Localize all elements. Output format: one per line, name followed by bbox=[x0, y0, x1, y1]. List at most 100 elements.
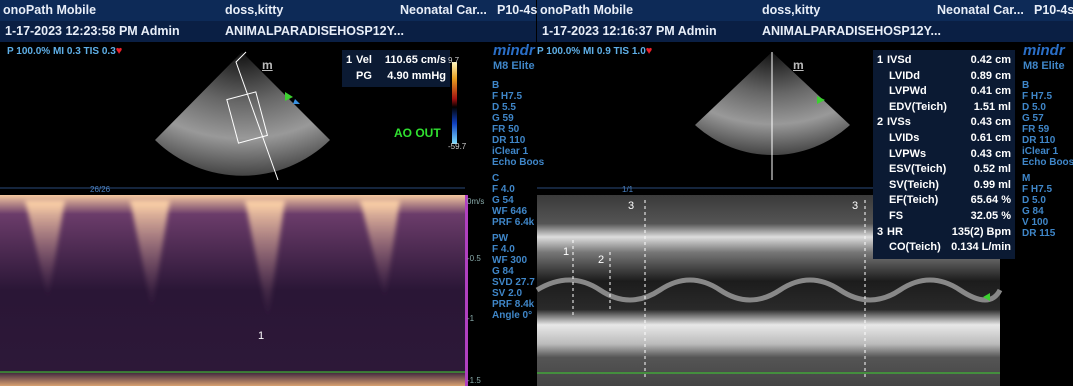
measurement-name: IVSd bbox=[887, 54, 912, 66]
measurement-name: FS bbox=[889, 209, 904, 222]
imaging-param: FR 50 bbox=[492, 124, 520, 135]
header-text: P10-4s bbox=[1034, 3, 1073, 17]
heart-icon: ♥ bbox=[645, 45, 653, 57]
header-bar bbox=[0, 0, 536, 21]
measurement-value: 1.51 ml bbox=[973, 100, 1011, 113]
imaging-param: Echo Boos bbox=[1022, 157, 1073, 168]
orientation-marker bbox=[293, 99, 300, 104]
orientation-marker bbox=[817, 96, 825, 104]
measurement-row: SV(Teich) 0.99 ml bbox=[873, 178, 1015, 194]
measurement-name: LVPWs bbox=[889, 147, 927, 160]
scan-info: P 100.0% MI 0.9 TIS 1.0♥ bbox=[537, 45, 653, 57]
measurement-row: EDV(Teich) 1.51 ml bbox=[873, 100, 1015, 116]
header-text: Neonatal Car... bbox=[937, 3, 1024, 17]
imaging-param: G 84 bbox=[492, 266, 514, 277]
doppler-waves bbox=[25, 200, 400, 320]
measurement-name: EF(Teich) bbox=[889, 194, 939, 207]
measurement-name: EDV(Teich) bbox=[889, 100, 947, 113]
measurement-row: LVPWd 0.41 cm bbox=[873, 84, 1015, 100]
measurement-row: 3 HR 135(2) Bpm bbox=[873, 225, 1015, 241]
header-text: ANIMALPARADISEHOSP12Y... bbox=[225, 24, 404, 38]
imaging-param: D 5.0 bbox=[1022, 102, 1046, 113]
brand-logo: mindr bbox=[493, 42, 535, 59]
measurement-name: CO(Teich) bbox=[889, 241, 941, 254]
roi-box bbox=[226, 91, 269, 144]
imaging-param: PRF 8.4k bbox=[492, 299, 535, 310]
measurement-value: 65.64 % bbox=[970, 194, 1011, 207]
measurement-value: 0.61 cm bbox=[970, 131, 1011, 144]
header-text: doss,kitty bbox=[762, 3, 821, 17]
measurement-row: PG 4.90 mmHg bbox=[342, 69, 450, 85]
imaging-param: C bbox=[492, 173, 500, 184]
cursor-line bbox=[235, 51, 279, 181]
model-name: M8 Elite bbox=[493, 60, 535, 72]
imaging-param: DR 110 bbox=[492, 135, 526, 146]
color-scale-label: 9.7 bbox=[448, 56, 460, 65]
imaging-param: D 5.5 bbox=[492, 102, 516, 113]
imaging-param: iClear 1 bbox=[1022, 146, 1059, 157]
scale-label: 0m/s bbox=[467, 197, 485, 206]
cursor-label: 1 bbox=[563, 246, 570, 258]
imaging-param: Angle 0° bbox=[492, 310, 533, 321]
measurement-value: 0.89 cm bbox=[970, 69, 1011, 82]
scale-bar bbox=[465, 195, 468, 386]
imaging-param: SVD 27.7 bbox=[492, 277, 535, 288]
header-text: 1-17-2023 12:23:58 PM Admin bbox=[5, 24, 180, 38]
measurement-value: 4.90 mmHg bbox=[387, 69, 446, 82]
imaging-param: B bbox=[1022, 80, 1030, 91]
imaging-param: F 4.0 bbox=[492, 184, 515, 195]
measurement-index: 2 bbox=[877, 116, 884, 129]
measurement-row: LVIDd 0.89 cm bbox=[873, 69, 1015, 85]
imaging-param: WF 300 bbox=[492, 255, 528, 266]
imaging-param: G 57 bbox=[1022, 113, 1044, 124]
measurement-name: PG bbox=[356, 69, 372, 82]
cursor-label: 3 bbox=[852, 200, 859, 212]
header-text: onoPath Mobile bbox=[3, 3, 97, 17]
measurement-row: 1 Vel 110.65 cm/s bbox=[342, 53, 450, 69]
header-text: onoPath Mobile bbox=[540, 3, 634, 17]
scale-label: -1 bbox=[467, 314, 475, 323]
header-bar bbox=[537, 0, 1073, 21]
measurement-name: Vel bbox=[356, 54, 372, 66]
imaging-param: FR 59 bbox=[1022, 124, 1050, 135]
measurement-name: SV(Teich) bbox=[889, 178, 939, 191]
imaging-param: Echo Boos bbox=[492, 157, 545, 168]
imaging-param: PW bbox=[492, 233, 509, 244]
m-mode-wall bbox=[535, 277, 1003, 303]
color-bar bbox=[452, 62, 457, 144]
imaging-param: B bbox=[492, 80, 500, 91]
imaging-param: DR 110 bbox=[1022, 135, 1056, 146]
scale-label: -1.5 bbox=[467, 376, 481, 385]
cursor-label: 3 bbox=[628, 200, 635, 212]
imaging-param: F H7.5 bbox=[492, 91, 523, 102]
header-text: doss,kitty bbox=[225, 3, 284, 17]
imaging-param: V 100 bbox=[1022, 217, 1049, 228]
header-text: Neonatal Car... bbox=[400, 3, 487, 17]
header-bar bbox=[0, 21, 536, 42]
imaging-param: F 4.0 bbox=[492, 244, 515, 255]
imaging-param: M bbox=[1022, 173, 1031, 184]
measurement-value: 32.05 % bbox=[970, 209, 1011, 222]
scale-label: -0.5 bbox=[467, 254, 481, 263]
imaging-param: G 54 bbox=[492, 195, 514, 206]
measurement-name: ESV(Teich) bbox=[889, 163, 947, 176]
orientation-marker bbox=[285, 92, 293, 101]
imaging-param: F H7.5 bbox=[1022, 184, 1053, 195]
header-text: 1-17-2023 12:16:37 PM Admin bbox=[542, 24, 717, 38]
measurement-row: 1 IVSd 0.42 cm bbox=[873, 53, 1015, 69]
measurement-value: 110.65 cm/s bbox=[384, 54, 446, 66]
measurement-index: 1 bbox=[346, 54, 353, 66]
measurement-row: LVPWs 0.43 cm bbox=[873, 147, 1015, 163]
orientation-marker bbox=[983, 293, 990, 301]
color-scale-label: -59.7 bbox=[448, 142, 467, 151]
imaging-param: SV 2.0 bbox=[492, 288, 523, 299]
imaging-param: iClear 1 bbox=[492, 146, 529, 157]
measurement-box: 1 IVSd 0.42 cm LVIDd 0.89 cm LVPWd 0.41 cm EDV(… bbox=[873, 50, 1015, 259]
measurement-value: 0.41 cm bbox=[970, 85, 1011, 98]
imaging-param: G 59 bbox=[492, 113, 514, 124]
sector-image bbox=[155, 52, 330, 176]
measurement-row: LVIDs 0.61 cm bbox=[873, 131, 1015, 147]
calipers bbox=[572, 200, 866, 380]
measurement-name: LVPWd bbox=[889, 85, 927, 98]
imaging-param: DR 115 bbox=[1022, 228, 1056, 239]
